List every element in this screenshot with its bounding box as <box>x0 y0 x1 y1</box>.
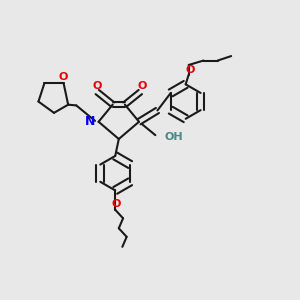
Text: OH: OH <box>165 132 184 142</box>
Text: O: O <box>137 80 146 91</box>
Text: O: O <box>59 72 68 82</box>
Text: O: O <box>111 200 121 209</box>
Text: N: N <box>85 115 95 128</box>
Text: O: O <box>93 80 102 91</box>
Text: O: O <box>185 65 195 75</box>
